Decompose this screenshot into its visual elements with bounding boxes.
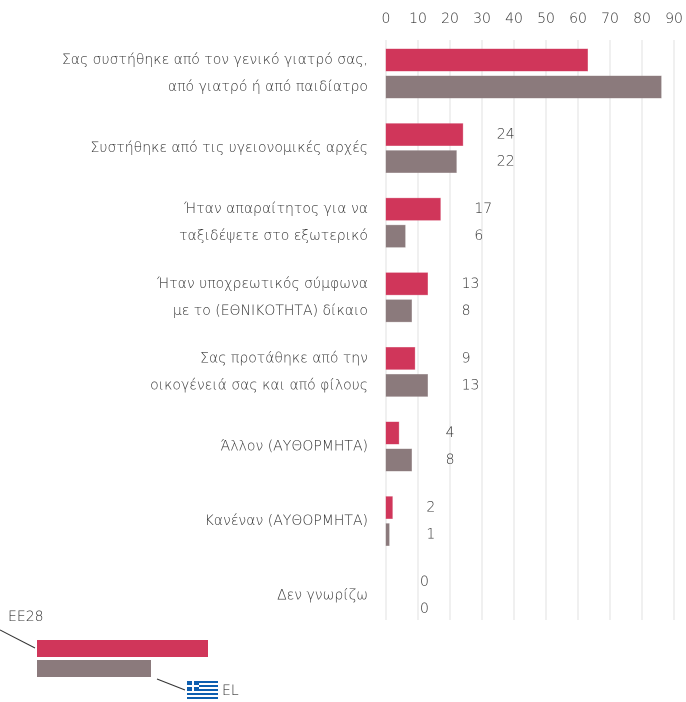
category-label: από γιατρό ή από παιδίατρο xyxy=(168,79,368,95)
category-label: οικογένειά σας και από φίλους xyxy=(150,377,368,393)
value-label: 24 xyxy=(497,127,515,143)
category-label: Άλλον (ΑΥΘΟΡΜΗΤΑ) xyxy=(221,439,368,455)
bar xyxy=(385,123,464,146)
value-label: 2 xyxy=(426,500,435,516)
bar xyxy=(385,48,589,72)
x-tick-label: 90 xyxy=(665,11,683,27)
bar xyxy=(385,75,662,99)
value-label: 17 xyxy=(474,201,492,217)
value-label: 22 xyxy=(497,154,515,170)
x-tick-label: 40 xyxy=(505,11,523,27)
value-label: 8 xyxy=(446,452,455,468)
value-label: 4 xyxy=(446,425,455,441)
bar xyxy=(385,299,413,323)
legend-swatch xyxy=(37,660,151,677)
value-label: 1 xyxy=(426,527,435,543)
value-label: 8 xyxy=(462,303,471,319)
category-label: Δεν γνωρίζω xyxy=(277,588,368,604)
bar xyxy=(385,421,400,445)
x-tick-label: 30 xyxy=(473,11,491,27)
value-label: 0 xyxy=(420,574,429,590)
x-tick-label: 0 xyxy=(382,11,391,27)
category-label: Συστήθηκε από τις υγειονομικές αρχές xyxy=(91,140,368,156)
greek-flag xyxy=(187,681,218,699)
legend-swatch xyxy=(37,640,208,657)
category-label: Ήταν απαραίτητος για να xyxy=(183,201,368,217)
bar xyxy=(385,272,428,296)
legend-leader xyxy=(0,629,36,649)
value-label: 6 xyxy=(474,228,483,244)
x-tick-label: 50 xyxy=(537,11,555,27)
bar xyxy=(385,346,416,370)
x-tick-label: 70 xyxy=(601,11,619,27)
bar xyxy=(385,150,457,174)
x-tick-label: 60 xyxy=(569,11,587,27)
legend-label: EE28 xyxy=(8,609,44,625)
x-tick-label: 80 xyxy=(633,11,651,27)
bar xyxy=(385,224,406,248)
category-label: Σας συστήθηκε από τον γενικό γιατρό σας, xyxy=(62,52,368,68)
category-label: Ήταν υποχρεωτικός σύμφωνα xyxy=(156,276,368,292)
value-label: 9 xyxy=(462,350,471,366)
value-label: 13 xyxy=(462,377,480,393)
legend xyxy=(0,629,218,699)
bar xyxy=(385,448,413,472)
category-label: Σας προτάθηκε από την xyxy=(200,350,368,366)
bar xyxy=(385,373,428,397)
bar xyxy=(385,496,393,520)
value-label: 0 xyxy=(420,601,429,617)
legend-label: EL xyxy=(222,683,239,699)
category-label: με το (ΕΘΝΙΚΟΤΗΤΑ) δίκαιο xyxy=(173,303,368,319)
category-label: ταξιδέψετε στο εξωτερικό xyxy=(179,228,368,244)
bar xyxy=(385,523,390,546)
x-tick-label: 20 xyxy=(441,11,459,27)
category-label: Κανέναν (ΑΥΘΟΡΜΗΤΑ) xyxy=(205,513,368,529)
value-label: 13 xyxy=(462,276,480,292)
legend-leader xyxy=(156,678,186,691)
bar xyxy=(385,197,441,221)
x-tick-label: 10 xyxy=(409,11,427,27)
